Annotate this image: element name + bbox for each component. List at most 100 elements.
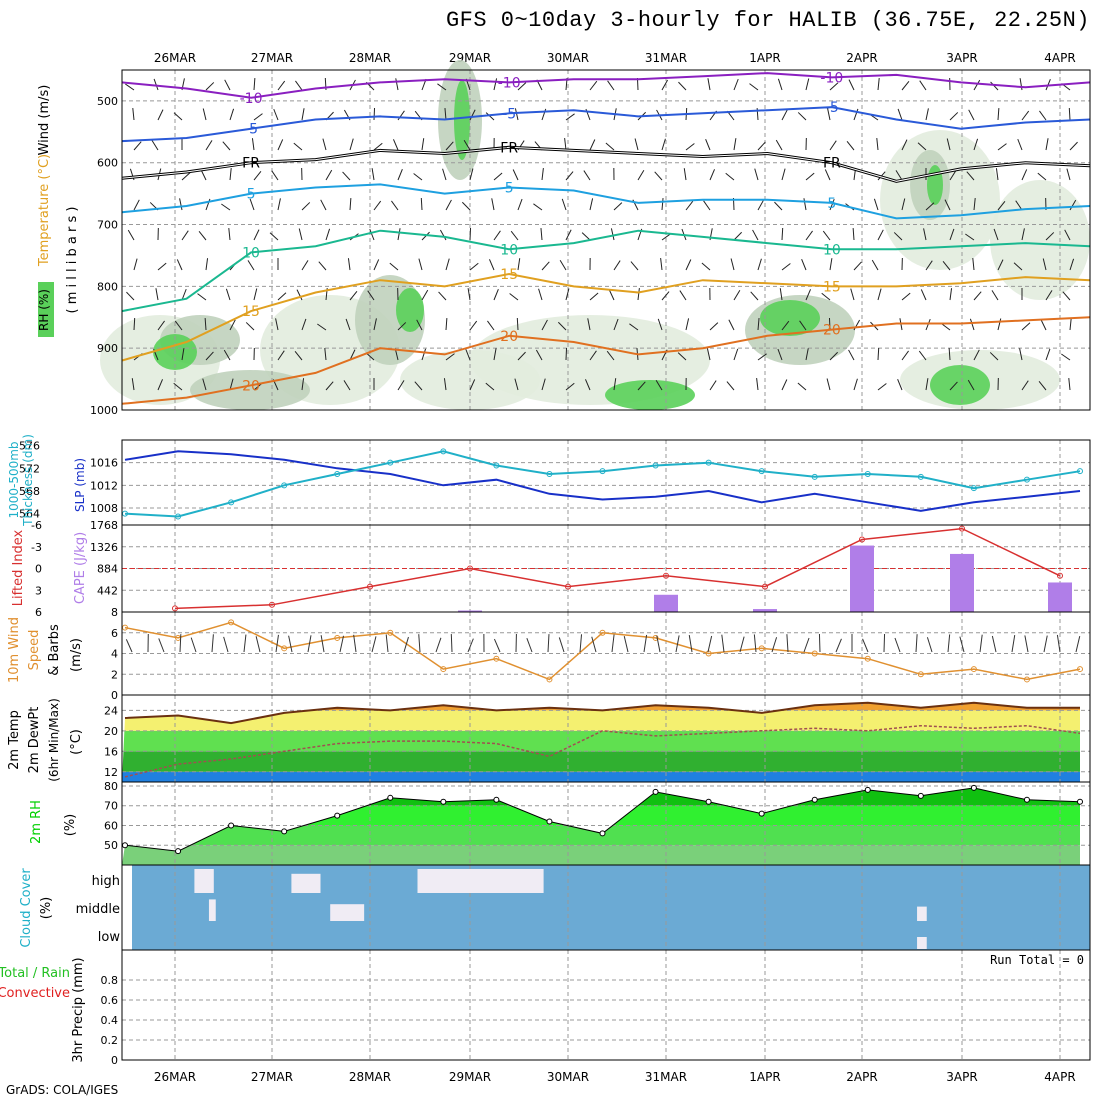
wind-barb xyxy=(707,78,711,91)
wind-barb xyxy=(972,258,975,271)
rh-shading-patch xyxy=(930,365,990,405)
wind-barb xyxy=(1011,635,1016,653)
rh-point xyxy=(228,822,235,829)
rh-point xyxy=(440,798,447,805)
lifted-index-line xyxy=(174,527,1061,610)
wind-barb xyxy=(613,260,621,271)
wind-barb xyxy=(973,198,976,211)
wind-barb xyxy=(733,78,739,91)
wind-barb xyxy=(229,378,234,391)
wind-barb xyxy=(517,258,521,271)
cloud-block xyxy=(917,937,927,949)
wind-barb xyxy=(173,112,183,121)
wind-barb xyxy=(967,379,975,391)
wind-barb xyxy=(587,318,591,331)
wind-barb xyxy=(559,260,567,271)
wind-barb xyxy=(781,379,788,391)
wind-barb xyxy=(703,200,711,211)
wind-barb xyxy=(876,138,879,151)
wind-barb xyxy=(726,381,735,391)
wind-barb xyxy=(493,230,501,241)
wind-barb xyxy=(925,378,929,391)
wind-barb xyxy=(1068,108,1071,121)
wind-barb xyxy=(805,172,815,181)
wind-barb xyxy=(797,382,807,391)
wind-barb xyxy=(685,143,695,151)
wind-barb xyxy=(1021,322,1031,331)
wind-barb xyxy=(229,319,236,331)
wind-barb xyxy=(1042,258,1047,271)
rh-bands xyxy=(122,787,1080,865)
temp-tick-label: 16 xyxy=(104,745,118,758)
dewpoint-line xyxy=(124,724,1081,778)
wind-barb xyxy=(966,171,975,181)
temp-color-band xyxy=(122,710,1080,731)
wind-barb xyxy=(613,378,617,391)
lifted-index-tick-label: 0 xyxy=(35,563,42,576)
wind-barb xyxy=(853,378,858,391)
wind-barb xyxy=(877,229,884,241)
wind-barb xyxy=(205,140,213,151)
wind-barb xyxy=(1039,110,1047,121)
wind-barb xyxy=(799,320,807,331)
date-label-bottom: 4APR xyxy=(1044,1070,1075,1084)
lifted-index-tick-label: -3 xyxy=(31,541,42,554)
wind-barb xyxy=(421,348,427,361)
precip-tick-label: 0.6 xyxy=(101,994,119,1007)
wind-barb xyxy=(777,78,783,91)
wind-barb xyxy=(973,291,982,301)
wind-barb xyxy=(1017,138,1023,151)
cloud-block xyxy=(417,869,544,893)
wind-barb xyxy=(949,112,959,121)
wind-barb xyxy=(753,634,757,653)
wind-barb xyxy=(443,378,447,391)
wind-barb xyxy=(901,292,911,301)
lifted-index-tick-label: 3 xyxy=(35,584,42,597)
wind-speed-point xyxy=(387,629,394,636)
wind-barb xyxy=(397,169,403,181)
wind-barb xyxy=(877,78,880,91)
rh-shading-patch xyxy=(605,380,695,410)
precip-tick-label: 0.2 xyxy=(101,1034,119,1047)
wind-speed-point xyxy=(970,666,977,673)
date-label-bottom: 1APR xyxy=(749,1070,780,1084)
wind-tick-label: 4 xyxy=(111,648,118,661)
wind-barb xyxy=(685,200,694,211)
contour-label: -5 xyxy=(244,122,258,138)
rh-point xyxy=(493,796,500,803)
wind-barb xyxy=(733,231,743,241)
cloud-unit-label: (%) xyxy=(39,897,54,920)
wind10m-barbs-label: & Barbs xyxy=(47,624,62,676)
thickness-point xyxy=(228,499,235,506)
temp-color-band xyxy=(122,751,1080,772)
thickness-point xyxy=(970,485,977,492)
wind-barb xyxy=(781,320,790,331)
wind-barb xyxy=(516,318,519,331)
wind-barb xyxy=(749,83,759,91)
temp-color-band xyxy=(122,771,1080,782)
wind-barb xyxy=(245,322,255,331)
wind-barb xyxy=(439,229,447,241)
wind-barb xyxy=(877,288,882,301)
wind-barb xyxy=(948,348,951,361)
wind-barb xyxy=(947,634,951,653)
wind-barb xyxy=(750,291,759,301)
contour-label: 20 xyxy=(500,329,518,345)
contour-label: -10 xyxy=(820,70,843,86)
wind-speed-point xyxy=(917,671,924,678)
wind-barb xyxy=(155,288,159,301)
wind-barb xyxy=(301,378,305,391)
wind-barb xyxy=(179,634,182,653)
wind-barb xyxy=(991,290,999,301)
wind-barb xyxy=(445,141,454,151)
contour-label: 10 xyxy=(823,242,841,258)
wind-barb xyxy=(643,634,648,653)
wind-barb xyxy=(343,380,351,391)
upper-panel-frame xyxy=(121,69,1091,411)
wind-barb xyxy=(1069,141,1078,151)
wind-barb xyxy=(959,636,965,653)
contour-label: 15 xyxy=(242,304,260,320)
wind-barb xyxy=(301,260,309,271)
wind-barb xyxy=(325,169,333,181)
